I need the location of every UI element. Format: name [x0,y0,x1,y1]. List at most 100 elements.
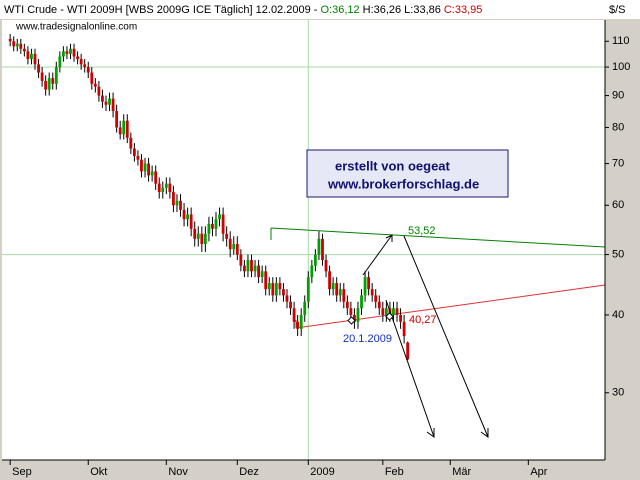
candle-body [93,83,97,87]
annotation-text: erstellt von oegeat [335,158,451,173]
plot-area [2,20,605,460]
candle-body [253,265,257,272]
subtitle: www.tradesignalonline.com [15,22,137,33]
level-label: 40,27 [409,314,437,326]
upper-trend-line [270,227,606,248]
candle-body [356,308,360,322]
candle-body [331,283,335,290]
candle-body [353,314,356,322]
y-tick-label: 90 [612,89,624,101]
candle-body [83,64,87,68]
candle-body [136,155,140,160]
candle-body [122,120,126,135]
marker [385,312,394,321]
candle-body [182,209,186,220]
candle-body [19,43,23,49]
candle-body [246,260,250,272]
candle-body [147,163,150,176]
candle-body [377,301,381,309]
candle-body [86,67,90,73]
candle-body [118,127,122,135]
candle-body [51,78,55,84]
candle-body [193,228,197,239]
candle-body [228,238,232,250]
candle-body [65,51,69,54]
arrow-down-right [403,235,489,438]
date-label: 20.1.2009 [343,333,392,345]
candle-body [62,51,65,57]
candle-body [161,187,165,193]
candle-body [324,260,328,272]
candle-body [203,233,207,244]
x-tick-label: Feb [385,466,404,478]
candle-body [172,192,175,206]
x-tick-label: Sep [12,466,32,478]
title-high: H:36,26 [363,4,402,16]
candle-body [189,214,193,229]
marker [347,316,356,325]
candle-body [317,238,321,255]
candle-body [90,72,94,84]
candle-body [132,148,136,156]
title-bar [0,0,640,19]
candle-body [72,48,76,57]
candle-body [37,64,40,73]
candle-body [243,265,246,272]
candle-body [129,137,133,149]
y-tick-label: 80 [612,121,624,133]
candle-body [115,111,119,128]
candle-body [274,283,278,296]
candle-body [406,342,410,360]
candle-body [140,159,143,172]
candle-body [97,86,101,96]
candle-body [392,308,395,315]
axis-layer: 30 40 50 60 70 80 90 100 110 Sep Okt Nov Dez 2009 Feb M… [9,35,630,478]
lower-trend-line [295,284,606,329]
candle-body [285,295,289,302]
candle-body [384,308,388,315]
candle-body [8,38,12,42]
candle-body [179,200,182,210]
candle-body [164,183,168,188]
candle-body [207,223,211,234]
candle-body [76,56,79,60]
candle-body [235,243,239,255]
candle-body [278,283,282,290]
candle-body [104,101,108,105]
candle-body [22,48,26,52]
candle-body [168,183,172,193]
candle-body [296,321,300,329]
candle-body [232,243,236,250]
y-tick-label: 50 [612,248,624,260]
candle-body [402,321,406,337]
candle-body [250,260,253,272]
candle-body [111,98,115,112]
title-low: L:33,86 [404,4,441,16]
candle-body [306,277,310,302]
candle-body [143,163,147,172]
y-tick-label: 40 [612,309,624,321]
candle-body [47,78,51,90]
candle-body [338,289,342,296]
grid-layer [2,20,605,460]
candle-body [303,301,307,315]
candle-body [321,238,324,261]
candle-body [282,289,285,296]
candle-body [374,295,378,302]
x-tick-label: 2009 [310,466,334,478]
candle-body [260,271,264,278]
candle-body [292,308,296,322]
y-tick-label: 60 [612,199,624,211]
candle-body [196,233,200,239]
candle-body [289,301,292,309]
candle-body [399,314,402,322]
candle-body [175,200,179,206]
title-instrument: WTI Crude - WTI 2009H [WBS 2009G ICE Täg… [4,4,320,16]
x-tick-label: Nov [168,466,188,478]
y-tick-label: 70 [612,157,624,169]
y-unit: $/S [609,4,626,16]
y-tick-label: 100 [612,61,630,73]
arrow-down-left [385,299,435,438]
